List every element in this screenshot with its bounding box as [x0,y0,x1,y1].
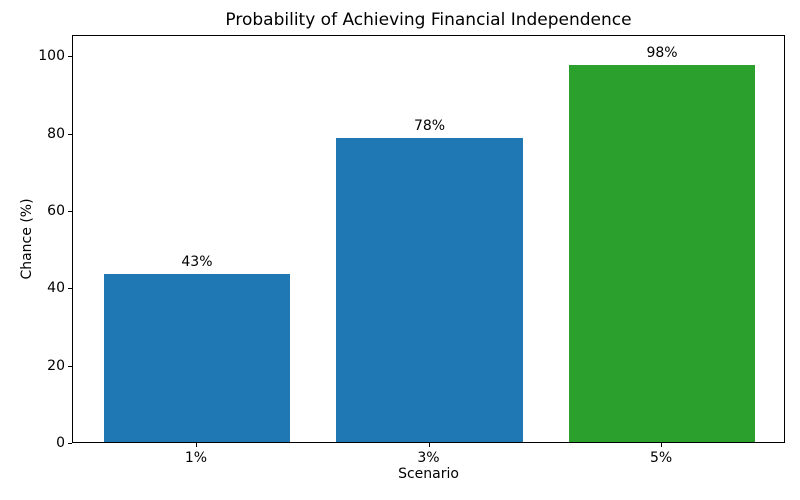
y-tick-label: 60 [47,202,65,219]
x-tick-label: 1% [184,450,208,466]
x-tick-label: 5% [649,450,673,466]
y-tick-label: 20 [47,357,65,374]
x-tick-mark [661,443,663,447]
y-axis-label: Chance (%) [19,198,35,280]
bar-scenario-5% [569,64,756,442]
y-tick-mark [68,443,72,444]
bar-scenario-1% [103,274,290,442]
y-tick-label: 0 [56,435,65,451]
x-tick-label: 3% [417,450,440,466]
bar-value-label: 43% [181,254,213,271]
chart-title: Probability of Achieving Financial Indep… [225,10,632,30]
y-tick-label: 80 [47,125,65,142]
plot-area: 43% 78% 98% [72,35,785,443]
bar-value-label: 78% [413,118,446,135]
y-tick-label: 100 [38,48,65,65]
x-tick-mark [195,443,197,447]
x-axis-label: Scenario [398,466,459,482]
x-tick-mark [428,443,430,447]
y-tick-label: 40 [47,280,65,297]
bar-value-label: 98% [646,44,678,61]
bar-scenario-3% [336,138,523,442]
